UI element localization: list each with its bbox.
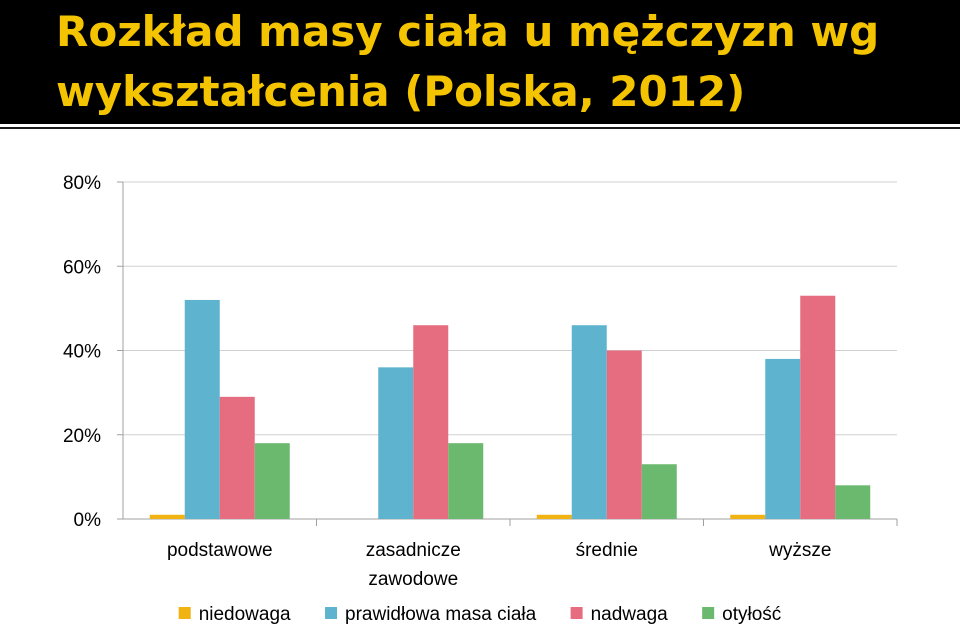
bar	[413, 325, 449, 519]
bar	[835, 485, 871, 519]
bar	[448, 443, 484, 519]
legend-label: prawidłowa masa ciała	[345, 604, 537, 625]
bar	[641, 464, 677, 519]
bar	[536, 514, 572, 519]
y-tick-label: 20%	[63, 426, 101, 447]
legend-label: nadwaga	[591, 604, 669, 625]
bar	[606, 350, 642, 519]
legend-swatch	[570, 607, 583, 619]
bar	[765, 358, 801, 519]
legend-label: niedowaga	[199, 604, 291, 625]
legend-swatch	[178, 607, 191, 619]
y-tick-label: 60%	[63, 257, 101, 278]
legend-swatch	[325, 607, 338, 619]
tick-labels: 0% 20% 40% 60% 80% podstawowe zasadnicze zawodo…	[63, 173, 831, 590]
bar	[254, 443, 290, 519]
x-tick-label: średnie	[576, 540, 638, 561]
legend-label: otyłość	[722, 604, 781, 625]
bar	[184, 299, 220, 519]
bars	[149, 295, 871, 519]
x-tick-label: zawodowe	[368, 569, 458, 590]
bar	[571, 325, 607, 519]
legend-swatch	[702, 607, 715, 619]
title-bar: Rozkład masy ciała u mężczyzn wg wykszta…	[0, 0, 960, 124]
y-tick-label: 0%	[74, 510, 102, 531]
title-divider	[0, 127, 960, 129]
bar	[730, 514, 766, 519]
bar	[378, 367, 414, 519]
page-title: Rozkład masy ciała u mężczyzn wg wykszta…	[56, 7, 880, 116]
y-tick-label: 40%	[63, 342, 101, 363]
y-tick-label: 80%	[63, 173, 101, 194]
x-tick-label: zasadnicze	[366, 540, 461, 561]
x-tick-label: podstawowe	[167, 540, 273, 561]
bar	[149, 514, 185, 519]
x-tick-label: wyższe	[768, 540, 831, 561]
bar	[800, 295, 836, 519]
bar	[219, 396, 255, 519]
legend: niedowaga prawidłowa masa ciała nadwaga oty…	[178, 604, 781, 625]
